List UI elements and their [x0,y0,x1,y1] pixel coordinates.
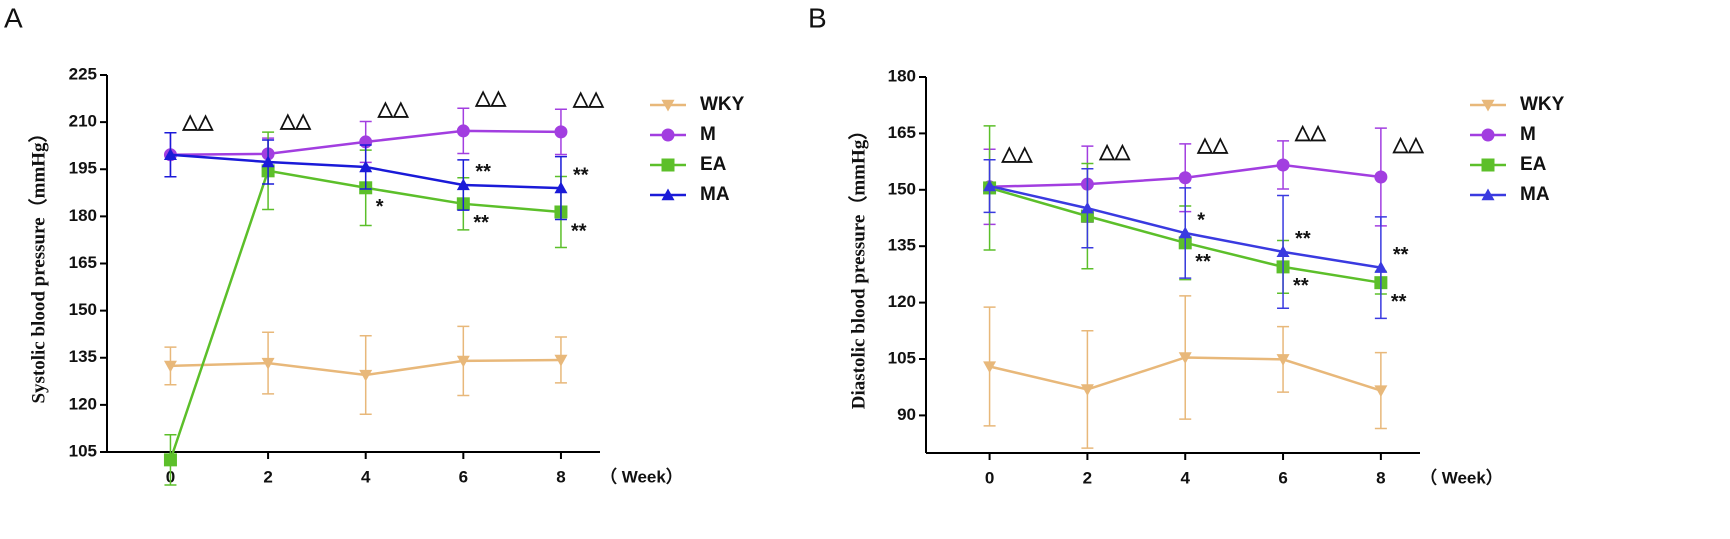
point [554,354,568,367]
y-tick-label: 105 [69,441,97,460]
legend-label: WKY [1520,94,1565,115]
annotation: * [376,196,384,218]
annotation: ** [573,164,589,186]
y-tick-label: 120 [888,292,916,311]
point [554,125,568,139]
legend-label: EA [700,154,727,175]
panel-label: B [808,2,827,33]
point [261,357,275,370]
annotation: △△ [1392,133,1424,155]
annotation: ** [475,161,491,183]
y-tick-label: 135 [69,347,97,366]
legend-label: M [700,124,716,145]
y-tick-label: 180 [69,206,97,225]
annotation: △△ [1001,143,1033,165]
panel: B Diastolic blood pressure（mmHg） （ Week） 90… [808,2,1565,487]
annotation: △△ [279,110,311,132]
point [661,158,675,172]
x-tick-label: 8 [556,467,565,486]
x-tick-label: 6 [1278,468,1287,487]
annotation: ** [1393,244,1409,266]
point [1276,245,1290,258]
y-tick-label: 180 [888,66,916,85]
y-tick-label: 225 [69,64,97,83]
annotation: △△ [572,88,604,110]
point [1178,352,1192,364]
point [456,178,470,191]
annotation: △△ [474,87,506,109]
point [661,188,675,201]
x-tick-label: 0 [985,468,994,487]
point [456,124,470,138]
panel-label: A [4,2,23,33]
x-tick-label: 2 [1083,468,1092,487]
point [1481,99,1495,112]
y-axis-label: Systolic blood pressure（mmHg） [26,123,49,403]
point [1481,128,1495,142]
point [359,160,373,173]
annotation: △△ [377,98,409,120]
point [1178,226,1192,239]
annotation: ** [571,220,587,242]
point [1374,261,1388,273]
point [983,179,997,192]
y-tick-label: 165 [888,123,916,142]
point [554,181,568,194]
y-tick-label: 210 [69,112,97,131]
annotation: △△ [1196,134,1228,156]
point [359,369,373,382]
annotation: ** [1293,275,1309,297]
point [983,361,997,374]
point [261,155,275,168]
point [163,453,177,467]
annotation: * [1197,209,1205,231]
y-tick-label: 135 [888,236,916,255]
point [1481,188,1495,201]
x-axis-label: （ Week） [600,466,683,486]
x-axis-label: （ Week） [1420,467,1503,487]
y-tick-label: 150 [888,179,916,198]
panel: A Systolic blood pressure（mmHg） （ Week） 105… [4,2,745,486]
point [163,360,177,373]
point [661,128,675,142]
legend-label: M [1520,124,1536,145]
y-tick-label: 105 [888,348,916,367]
point [1080,201,1094,214]
x-tick-label: 4 [1180,468,1190,487]
y-tick-label: 150 [69,300,97,319]
y-axis-label: Diastolic blood pressure（mmHg） [846,121,869,410]
x-tick-label: 4 [361,467,371,486]
y-tick-label: 90 [897,405,916,424]
x-tick-label: 8 [1376,468,1385,487]
annotation: ** [1391,291,1407,313]
point [163,148,177,160]
annotation: △△ [181,111,213,133]
point [1374,170,1388,184]
point [1276,354,1290,366]
annotation: ** [1295,228,1311,250]
legend-label: WKY [700,94,745,115]
annotation: ** [473,212,489,234]
y-tick-label: 165 [69,253,97,272]
point [1481,158,1495,172]
point [1080,384,1094,396]
point [1374,385,1388,398]
x-tick-label: 2 [263,467,272,486]
point [1276,158,1290,172]
legend-label: MA [1520,184,1550,205]
legend-label: EA [1520,154,1547,175]
point [1178,171,1192,185]
x-tick-label: 6 [459,467,468,486]
point [456,355,470,368]
annotation: △△ [1098,140,1130,162]
legend-label: MA [700,184,730,205]
y-tick-label: 195 [69,159,97,178]
annotation: ** [1195,251,1211,273]
annotation: △△ [1294,121,1326,143]
point [661,99,675,112]
y-tick-label: 120 [69,394,97,413]
